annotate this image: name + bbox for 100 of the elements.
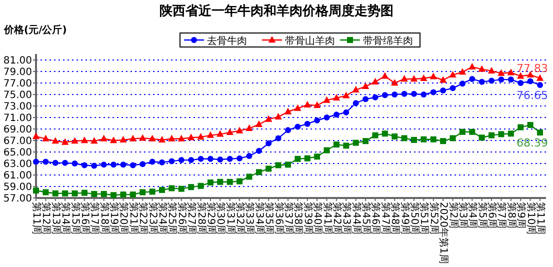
point xyxy=(120,136,127,143)
x-tick-label: 第23周 xyxy=(146,202,159,235)
point xyxy=(285,162,291,168)
point xyxy=(100,162,107,168)
point xyxy=(130,162,136,168)
point xyxy=(372,78,379,84)
x-tick-label: 第26周 xyxy=(176,202,188,235)
point xyxy=(527,122,534,128)
x-tick-label: 第9周 xyxy=(515,202,528,228)
x-tick-label: 第17周 xyxy=(88,202,101,235)
x-tick-label: 第34周 xyxy=(253,202,266,235)
point xyxy=(420,74,428,81)
point xyxy=(372,94,378,100)
point xyxy=(159,159,165,166)
point xyxy=(411,90,417,97)
point xyxy=(42,158,49,165)
point xyxy=(197,133,204,140)
x-tick-label: 第49周 xyxy=(398,202,411,235)
point xyxy=(537,130,543,136)
point xyxy=(304,155,310,162)
point xyxy=(140,189,146,196)
point xyxy=(120,192,126,198)
point xyxy=(130,192,136,198)
point xyxy=(275,162,282,168)
point xyxy=(207,179,214,186)
x-tick-label: 第37周 xyxy=(282,202,294,235)
point xyxy=(333,112,340,118)
x-tick-label: 第24周 xyxy=(156,202,168,235)
point xyxy=(391,79,398,86)
point xyxy=(507,68,515,76)
point xyxy=(140,161,146,168)
point xyxy=(392,133,398,140)
point xyxy=(430,136,436,142)
y-tick-label: 69.00 xyxy=(3,124,32,136)
point xyxy=(62,190,68,196)
point xyxy=(110,192,117,198)
y-axis-title: 价格(元/公斤) xyxy=(3,24,67,36)
x-tick-label: 第32周 xyxy=(234,202,246,235)
x-tick-label: 第27周 xyxy=(186,202,198,235)
point xyxy=(294,104,302,111)
point xyxy=(478,65,486,72)
point xyxy=(401,135,408,142)
point xyxy=(198,156,204,162)
x-tick-label: 第11周 xyxy=(534,202,546,235)
y-tick-label: 75.00 xyxy=(3,90,32,101)
legend-label: 带骨绵羊肉 xyxy=(363,35,413,47)
point xyxy=(188,184,194,190)
x-tick-label: 第30周 xyxy=(214,202,227,235)
x-tick-label: 第39周 xyxy=(302,202,314,235)
x-tick-label: 第46周 xyxy=(370,202,382,235)
x-tick-label: 第40周 xyxy=(312,202,324,235)
point xyxy=(411,136,417,143)
point xyxy=(450,135,456,142)
x-tick-label: 第25周 xyxy=(166,202,178,235)
point xyxy=(226,156,233,162)
point xyxy=(236,178,243,184)
point xyxy=(401,90,408,97)
point xyxy=(372,132,378,138)
point xyxy=(129,134,137,142)
x-tick-label: 第33周 xyxy=(244,202,256,235)
point xyxy=(100,190,107,197)
point xyxy=(178,134,185,142)
x-tick-label: 第18周 xyxy=(98,202,110,235)
x-tick-label: 第14周 xyxy=(60,202,72,235)
point xyxy=(90,137,98,144)
point xyxy=(323,96,330,103)
point xyxy=(72,190,78,196)
point xyxy=(61,138,69,145)
point xyxy=(188,157,194,164)
x-tick-label: 第35周 xyxy=(263,202,276,235)
point xyxy=(42,189,49,196)
x-tick-label: 第51周 xyxy=(418,202,430,235)
point xyxy=(420,92,427,98)
point xyxy=(139,134,146,141)
point xyxy=(149,158,156,165)
x-tick-label: 第2周 xyxy=(447,202,460,228)
point xyxy=(91,190,98,197)
point xyxy=(32,132,40,140)
point xyxy=(440,138,446,144)
point xyxy=(236,126,244,134)
point xyxy=(410,74,418,82)
point xyxy=(352,140,359,146)
x-tick-label: 第28周 xyxy=(195,202,208,235)
point xyxy=(518,124,524,130)
point xyxy=(400,74,408,82)
x-tick-label: 第31周 xyxy=(224,202,236,235)
legend-label: 带骨山羊肉 xyxy=(285,35,335,47)
point xyxy=(343,109,350,116)
point xyxy=(343,142,350,149)
point xyxy=(469,76,476,82)
point xyxy=(274,112,282,120)
y-tick-label: 63.00 xyxy=(3,159,32,170)
y-tick-label: 71.00 xyxy=(3,113,32,124)
point xyxy=(226,178,233,185)
point xyxy=(81,190,88,196)
point xyxy=(216,130,224,137)
x-tick-label: 第7周 xyxy=(496,202,508,228)
point xyxy=(518,80,524,86)
point xyxy=(207,156,214,162)
x-tick-label: 第45周 xyxy=(360,202,372,235)
